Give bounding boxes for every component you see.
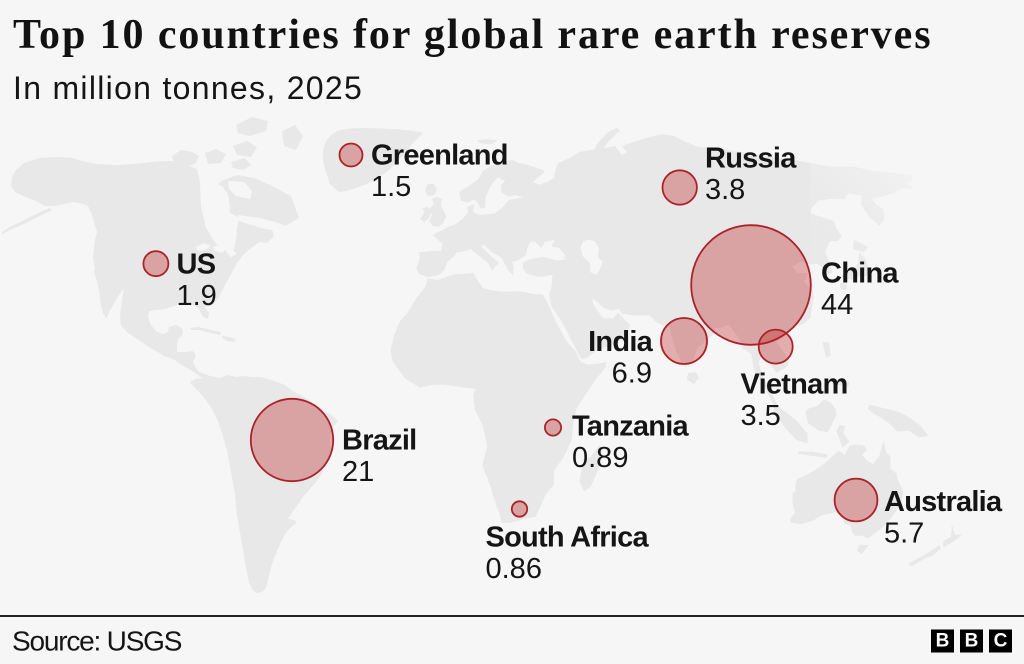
svg-text:Tanzania: Tanzania xyxy=(572,411,690,443)
svg-text:Vietnam: Vietnam xyxy=(741,369,848,401)
svg-text:3.5: 3.5 xyxy=(741,400,781,432)
svg-text:China: China xyxy=(821,257,899,289)
svg-text:C: C xyxy=(994,631,1008,652)
svg-text:1.5: 1.5 xyxy=(371,171,411,203)
svg-text:Top 10 countries for global ra: Top 10 countries for global rare earth r… xyxy=(13,12,932,58)
svg-text:6.9: 6.9 xyxy=(612,358,652,390)
svg-text:B: B xyxy=(965,631,979,652)
svg-text:0.86: 0.86 xyxy=(486,553,542,585)
svg-text:Source: USGS: Source: USGS xyxy=(12,626,182,657)
svg-text:3.8: 3.8 xyxy=(705,174,745,206)
svg-text:1.9: 1.9 xyxy=(177,280,217,312)
svg-text:Russia: Russia xyxy=(705,143,797,175)
svg-text:US: US xyxy=(177,249,216,281)
svg-text:44: 44 xyxy=(821,289,853,321)
svg-text:B: B xyxy=(936,631,950,652)
svg-text:South Africa: South Africa xyxy=(486,521,650,553)
svg-text:In million tonnes, 2025: In million tonnes, 2025 xyxy=(13,70,363,106)
svg-text:Greenland: Greenland xyxy=(371,140,508,172)
svg-text:0.89: 0.89 xyxy=(572,442,628,474)
svg-text:21: 21 xyxy=(342,456,374,488)
svg-text:Australia: Australia xyxy=(884,486,1003,518)
svg-text:5.7: 5.7 xyxy=(884,517,924,549)
svg-text:India: India xyxy=(588,326,654,358)
svg-text:Brazil: Brazil xyxy=(342,424,416,456)
